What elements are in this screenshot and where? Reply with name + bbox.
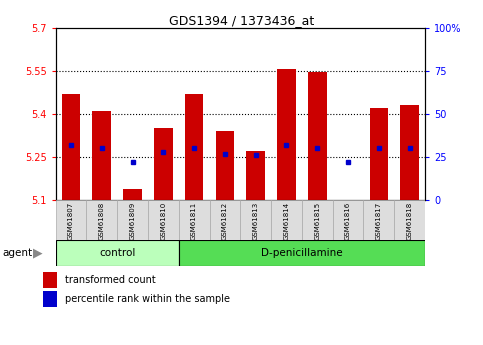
Text: GDS1394 / 1373436_at: GDS1394 / 1373436_at	[169, 14, 314, 27]
Text: GSM61815: GSM61815	[314, 202, 320, 240]
Text: GSM61807: GSM61807	[68, 202, 74, 240]
Text: agent: agent	[2, 248, 32, 258]
Bar	[400, 105, 419, 200]
Bar	[240, 200, 271, 240]
Text: GSM61812: GSM61812	[222, 202, 228, 240]
Bar	[179, 200, 210, 240]
Bar	[277, 69, 296, 200]
Bar	[148, 200, 179, 240]
Bar	[271, 200, 302, 240]
Text: GSM61814: GSM61814	[284, 202, 289, 240]
Bar	[364, 200, 394, 240]
Text: GSM61818: GSM61818	[407, 202, 412, 240]
Bar	[302, 200, 333, 240]
Text: control: control	[99, 248, 135, 258]
Text: GSM61811: GSM61811	[191, 202, 197, 240]
Text: transformed count: transformed count	[65, 275, 156, 285]
Bar	[308, 72, 327, 200]
Bar	[333, 200, 364, 240]
Text: GSM61816: GSM61816	[345, 202, 351, 240]
Text: ▶: ▶	[33, 246, 43, 259]
Bar	[185, 94, 203, 200]
Bar	[86, 200, 117, 240]
Bar	[92, 111, 111, 200]
Bar	[43, 272, 57, 288]
Bar	[210, 200, 240, 240]
Text: percentile rank within the sample: percentile rank within the sample	[65, 294, 230, 304]
Text: GSM61810: GSM61810	[160, 202, 166, 240]
Bar	[394, 200, 425, 240]
Bar	[117, 200, 148, 240]
Text: GSM61809: GSM61809	[129, 202, 136, 240]
Bar	[215, 131, 234, 200]
Bar	[56, 240, 179, 266]
Bar	[246, 151, 265, 200]
Bar	[62, 94, 80, 200]
Bar	[43, 292, 57, 307]
Bar	[179, 240, 425, 266]
Bar	[56, 200, 86, 240]
Text: GSM61817: GSM61817	[376, 202, 382, 240]
Text: D-penicillamine: D-penicillamine	[261, 248, 342, 258]
Text: GSM61808: GSM61808	[99, 202, 105, 240]
Bar	[369, 108, 388, 200]
Bar	[154, 128, 172, 200]
Text: GSM61813: GSM61813	[253, 202, 259, 240]
Bar	[123, 189, 142, 200]
